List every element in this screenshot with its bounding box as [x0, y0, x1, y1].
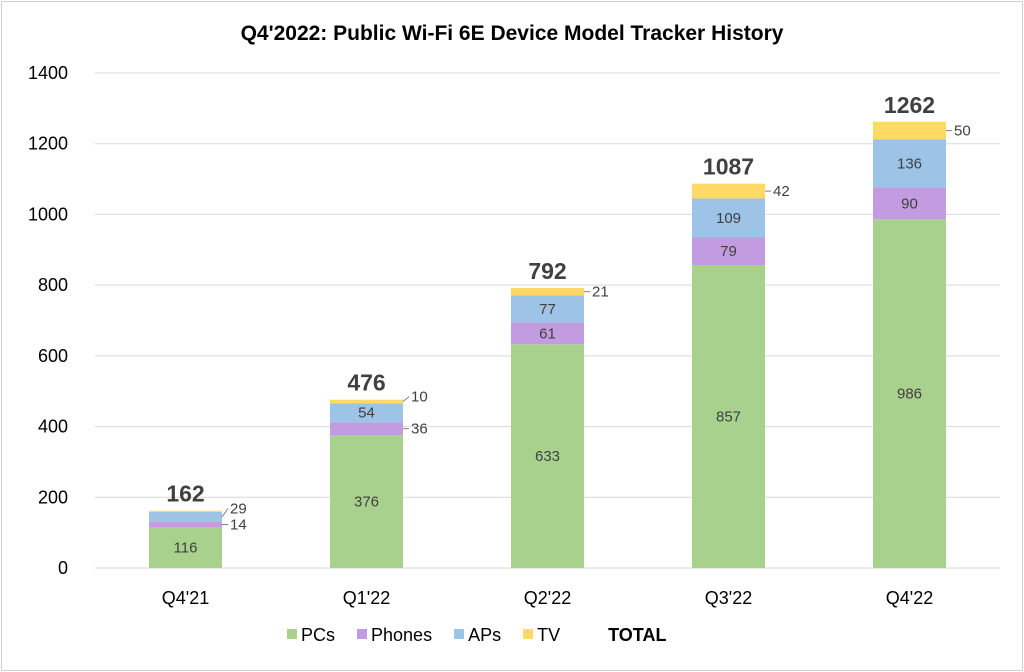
data-label: 79	[720, 243, 737, 260]
legend-swatch-aps	[454, 629, 465, 639]
data-label-leader	[402, 396, 410, 402]
legend-swatch-tv	[523, 629, 534, 639]
bar-segment-tv	[330, 399, 403, 404]
data-label: 633	[535, 448, 560, 465]
data-label: 77	[539, 301, 556, 318]
data-label: 136	[897, 156, 922, 173]
bar-segment-tv	[149, 510, 222, 512]
total-label: 1262	[884, 92, 935, 118]
y-tick-label: 800	[38, 275, 68, 295]
total-label: 792	[528, 258, 566, 284]
bar-segment-tv	[511, 287, 584, 296]
legend-swatch-pcs	[287, 629, 297, 639]
data-label: 109	[716, 210, 741, 227]
y-tick-label: 0	[58, 558, 68, 578]
bar-segment-tv	[692, 183, 765, 199]
bar-segment-aps	[330, 403, 403, 423]
y-tick-label: 1200	[28, 134, 68, 154]
x-tick-label: Q2'22	[524, 588, 571, 608]
y-tick-label: 600	[38, 346, 68, 366]
data-label: 61	[539, 325, 556, 342]
data-label: 986	[897, 386, 922, 403]
y-tick-label: 1000	[28, 204, 68, 224]
data-label: 10	[411, 389, 428, 406]
bar-segment-pcs	[511, 344, 584, 568]
legend-label: Phones	[371, 625, 432, 645]
chart-title: Q4'2022: Public Wi-Fi 6E Device Model Tr…	[241, 22, 784, 45]
bar-segment-phones	[149, 522, 222, 527]
total-label: 476	[347, 370, 385, 396]
data-label: 50	[954, 123, 971, 140]
x-tick-label: Q1'22	[343, 588, 390, 608]
total-label: 1087	[703, 154, 754, 180]
legend-total-label: TOTAL	[608, 625, 666, 645]
data-label: 376	[354, 494, 379, 511]
data-label: 42	[773, 183, 790, 200]
data-label: 857	[716, 408, 741, 425]
x-tick-label: Q4'21	[162, 588, 209, 608]
bar-segment-aps	[511, 295, 584, 323]
bar-segment-phones	[692, 237, 765, 265]
legend-swatch-phones	[357, 629, 368, 639]
data-label: 116	[174, 539, 198, 556]
data-label: 36	[411, 421, 428, 438]
legend-label: PCs	[301, 625, 335, 645]
total-label: 162	[166, 481, 204, 507]
bar-segment-aps	[873, 139, 946, 188]
x-tick-label: Q4'22	[886, 588, 933, 608]
legend-label: TV	[537, 625, 560, 645]
y-tick-label: 1400	[28, 63, 68, 83]
bar-segment-pcs	[330, 435, 403, 568]
bar-segment-pcs	[873, 219, 946, 568]
y-tick-label: 400	[38, 417, 68, 437]
data-label: 29	[230, 501, 247, 518]
data-label: 90	[901, 195, 918, 212]
legend-label: APs	[468, 625, 501, 645]
bar-segment-pcs	[149, 526, 222, 568]
bar-segment-phones	[511, 322, 584, 345]
data-label: 14	[230, 517, 247, 534]
bar-segment-tv	[873, 121, 946, 140]
bar-segment-aps	[149, 511, 222, 523]
bar-segment-aps	[692, 198, 765, 238]
bar-segment-phones	[330, 422, 403, 436]
data-label: 21	[592, 284, 609, 301]
x-tick-label: Q3'22	[705, 588, 752, 608]
bar-segment-pcs	[692, 264, 765, 568]
bar-segment-phones	[873, 187, 946, 220]
data-label-leader	[221, 508, 229, 518]
data-label: 54	[358, 405, 375, 422]
y-tick-label: 200	[38, 487, 68, 507]
